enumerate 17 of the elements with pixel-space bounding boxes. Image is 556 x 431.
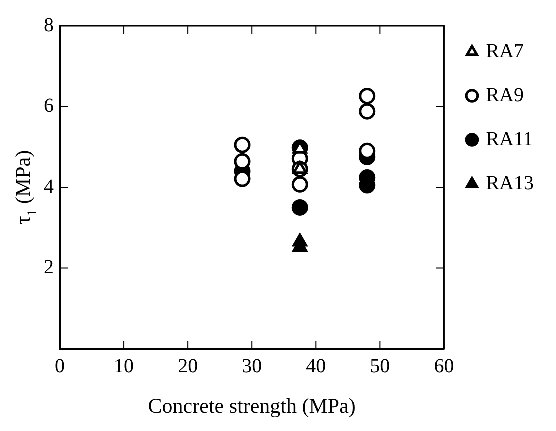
x-tick-label: 0 [55, 355, 65, 378]
y-tick-label: 8 [44, 14, 54, 36]
y-tick-label: 2 [44, 256, 54, 278]
legend-label: RA9 [486, 84, 524, 106]
y-tick-label: 6 [44, 95, 54, 117]
x-tick-label: 50 [370, 355, 390, 378]
legend-label: RA7 [486, 40, 524, 62]
legend-label: RA11 [486, 128, 534, 150]
x-tick-label: 20 [178, 355, 198, 378]
y-axis-title: τ1 (MPa) [11, 150, 40, 225]
legend-label: RA13 [486, 172, 534, 194]
x-tick-label: 10 [114, 355, 134, 378]
x-tick-label: 30 [242, 355, 262, 378]
y-tick-label: 4 [44, 176, 54, 198]
x-tick-label: 60 [434, 355, 454, 378]
x-tick-label: 40 [306, 355, 326, 378]
x-axis-title: Concrete strength (MPa) [148, 394, 356, 418]
